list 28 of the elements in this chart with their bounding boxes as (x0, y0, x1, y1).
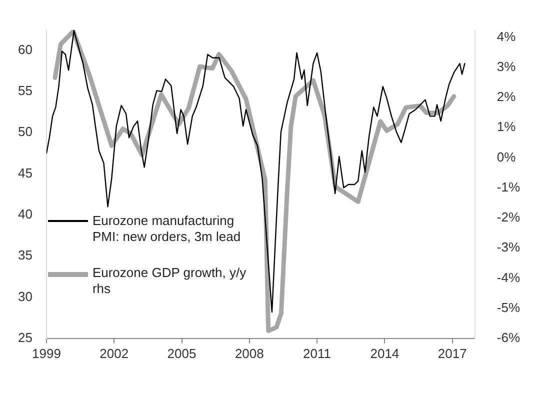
x-tick-label: 2011 (303, 346, 332, 361)
y2-tick-label: -2% (496, 210, 520, 225)
y2-tick-label: 2% (496, 89, 516, 104)
x-tick-label: 2017 (438, 346, 467, 361)
y-tick-label: 60 (18, 42, 32, 57)
y2-tick-label: -3% (496, 240, 520, 255)
x-tick-label: 1999 (32, 346, 61, 361)
y2-tick-label: 3% (496, 59, 516, 74)
x-tick-label: 2002 (100, 346, 129, 361)
y2-tick-label: -6% (496, 330, 520, 345)
y2-tick-label: 4% (496, 28, 516, 44)
y-tick-label: 55 (18, 83, 32, 98)
legend-label: Eurozone manufacturing PMI: new orders, 3m lead (92, 213, 242, 246)
legend-label: Eurozone GDP growth, y/y rhs (92, 265, 248, 298)
y2-tick-label: 0% (496, 149, 516, 164)
y-tick-label: 50 (18, 124, 32, 140)
y-tick-label: 25 (18, 330, 32, 345)
x-tick-label: 2014 (370, 346, 400, 361)
y-tick-label: 45 (18, 165, 32, 180)
y2-tick-label: -5% (496, 300, 520, 315)
y-tick-label: 40 (18, 206, 32, 222)
x-tick-label: 2005 (167, 346, 196, 361)
x-tick-label: 2008 (234, 346, 264, 361)
y2-tick-label: -1% (496, 179, 520, 194)
y2-tick-label: -4% (496, 270, 520, 285)
y-tick-label: 35 (18, 248, 32, 263)
y-tick-label: 30 (18, 288, 32, 304)
y2-tick-label: 1% (496, 119, 516, 134)
